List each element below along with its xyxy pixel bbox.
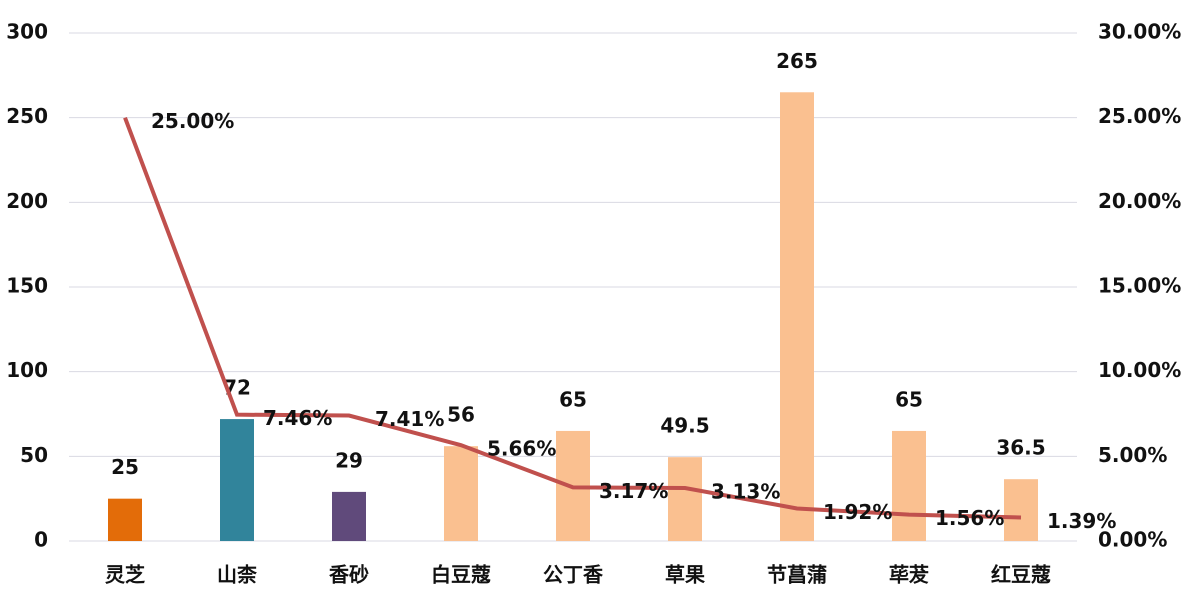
bar-value-label: 25 <box>111 455 139 479</box>
y-tick-label: 150 <box>6 274 48 298</box>
line-value-label: 3.13% <box>711 479 780 503</box>
x-tick-label: 白豆蔻 <box>431 563 491 587</box>
line-value-label: 7.41% <box>375 407 444 431</box>
line-value-label: 25.00% <box>151 109 234 133</box>
y2-tick-label: 0.00% <box>1098 528 1167 552</box>
bar-value-label: 265 <box>776 49 818 73</box>
bar-value-label: 49.5 <box>660 414 709 438</box>
bar <box>332 491 366 541</box>
y-tick-label: 300 <box>6 20 48 44</box>
bar-value-label: 65 <box>559 387 587 411</box>
x-tick-label: 山柰 <box>217 563 258 587</box>
bar <box>444 446 478 541</box>
x-tick-label: 荜茇 <box>889 563 929 587</box>
y2-tick-label: 10.00% <box>1098 358 1181 382</box>
bar-value-label: 65 <box>895 387 923 411</box>
bar-value-label: 36.5 <box>996 436 1045 460</box>
x-tick-label: 香砂 <box>329 563 369 587</box>
y2-tick-label: 5.00% <box>1098 443 1167 467</box>
bar-value-label: 29 <box>335 448 363 472</box>
line-value-label: 1.92% <box>823 500 892 524</box>
line-value-label: 5.66% <box>487 437 556 461</box>
y-tick-label: 100 <box>6 358 48 382</box>
y2-tick-label: 30.00% <box>1098 20 1181 44</box>
x-tick-label: 红豆蔻 <box>991 563 1051 587</box>
x-tick-label: 公丁香 <box>543 563 604 587</box>
y2-tick-label: 20.00% <box>1098 189 1181 213</box>
bar <box>1004 479 1038 541</box>
y2-tick-label: 15.00% <box>1098 274 1181 298</box>
y-tick-label: 0 <box>34 528 48 552</box>
x-tick-label: 草果 <box>665 563 705 587</box>
y-tick-label: 50 <box>20 443 48 467</box>
line-value-label: 3.17% <box>599 479 668 503</box>
bar <box>108 498 142 541</box>
line-value-label: 1.39% <box>1047 509 1116 533</box>
y-tick-label: 250 <box>6 104 48 128</box>
line <box>123 116 1022 520</box>
line-value-label: 7.46% <box>263 406 332 430</box>
bar <box>668 457 702 541</box>
bar-value-label: 56 <box>447 403 475 427</box>
line-value-label: 1.56% <box>935 506 1004 530</box>
bar <box>780 92 814 542</box>
bar <box>220 419 254 541</box>
y-tick-label: 200 <box>6 189 48 213</box>
bar <box>892 430 926 541</box>
x-tick-label: 灵芝 <box>105 563 145 587</box>
y2-tick-label: 25.00% <box>1098 104 1181 128</box>
x-tick-label: 节菖蒲 <box>767 563 827 587</box>
